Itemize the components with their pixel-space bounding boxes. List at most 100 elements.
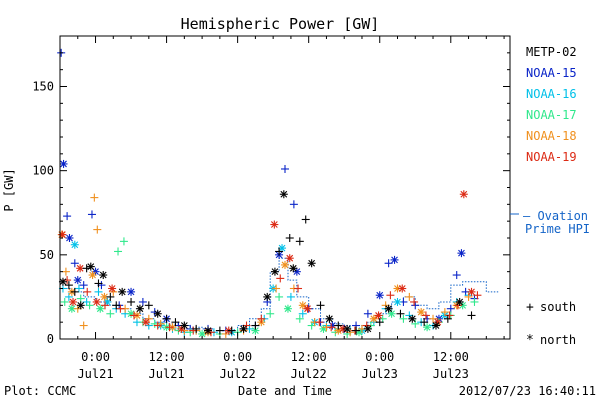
north-marker [153,309,162,318]
north-marker [390,255,399,264]
y-axis-label: P [GW] [2,168,16,211]
x-tick-time-label: 12:00 [149,350,185,364]
south-marker [251,321,260,330]
south-marker [266,309,275,318]
marker-legend-south-symbol: + [526,300,534,315]
north-marker [375,291,384,300]
north-marker [239,324,248,333]
north-marker [459,190,468,199]
x-tick-date-label: Jul23 [433,367,469,381]
north-marker [88,271,97,280]
north-marker [408,314,417,323]
south-marker [101,301,109,310]
y-tick-label: 150 [32,80,54,94]
x-tick-time-label: 0:00 [223,350,252,364]
legend: METP-02 NOAA-15 NOAA-16 NOAA-17 NOAA-18 NOAA-… [526,45,577,164]
north-marker [363,324,372,333]
north-marker [73,276,82,285]
south-marker [327,323,336,332]
south-marker [289,200,298,209]
north-marker [303,304,312,313]
north-marker [59,159,68,168]
north-marker [135,304,144,313]
south-marker [375,318,384,327]
x-tick-time-label: 12:00 [291,350,327,364]
north-marker [270,267,279,276]
south-marker [127,297,136,306]
north-marker [180,321,189,330]
south-marker [285,234,294,242]
x-tick-time-label: 0:00 [81,350,110,364]
south-marker [399,314,408,323]
marker-legend-south-label: south [540,300,576,314]
south-marker [295,314,304,323]
south-marker [90,193,99,202]
y-tick-label: 100 [32,164,54,178]
north-marker [251,326,260,335]
south-marker [315,318,324,327]
south-marker [153,321,162,330]
north-marker [67,304,76,313]
south-marker [130,311,139,320]
south-marker [79,321,88,330]
legend-entry-noaa-19: NOAA-19 [526,150,577,164]
legend-entry-noaa-15: NOAA-15 [526,66,577,80]
south-marker [470,297,479,306]
y-axis: 0 50 100 150 [32,52,510,346]
north-marker [283,304,292,313]
south-marker [112,301,121,310]
south-marker [453,301,462,310]
legend-entry-noaa-17: NOAA-17 [526,108,577,122]
north-marker [65,234,74,242]
south-marker [70,287,79,296]
x-tick-date-label: Jul21 [149,367,185,381]
south-marker [316,301,325,310]
south-marker [106,292,115,301]
north-marker [100,292,109,301]
south-marker [421,311,430,320]
north-marker [398,284,407,293]
north-marker [431,321,440,330]
south-marker [443,314,452,323]
chart-title: Hemispheric Power [GW] [181,15,380,33]
north-marker [393,297,402,306]
south-marker [334,321,343,330]
footer-plot-credit: Plot: CCMC [4,384,76,398]
south-marker [411,301,420,310]
south-marker [114,247,123,256]
north-marker [384,304,393,313]
north-marker [69,297,78,306]
legend-entry-metp-02: METP-02 [526,45,577,59]
south-marker [275,292,284,301]
north-marker [263,292,272,301]
south-marker [79,281,88,290]
south-marker [162,314,171,323]
north-marker [325,314,334,323]
north-marker [270,220,279,229]
south-marker [144,301,153,310]
south-marker [63,212,72,221]
south-marker [281,164,289,173]
x-tick-date-label: Jul22 [220,367,256,381]
north-marker [141,318,150,327]
north-marker [307,259,316,268]
south-marker [94,279,103,288]
south-marker [272,284,281,293]
south-marker [85,301,94,310]
legend-entry-noaa-16: NOAA-16 [526,87,577,101]
south-marker [452,271,461,280]
north-marker [455,297,464,306]
south-marker [286,292,295,301]
north-marker [289,264,298,273]
north-marker [99,271,108,280]
north-marker [467,287,476,296]
plot-area [57,48,499,338]
south-marker [467,311,476,320]
south-marker [94,287,103,296]
south-marker [386,291,395,300]
south-marker [60,297,69,306]
ovation-label-line2: Prime HPI [525,222,590,236]
south-marker [384,259,393,268]
south-marker [106,309,115,318]
